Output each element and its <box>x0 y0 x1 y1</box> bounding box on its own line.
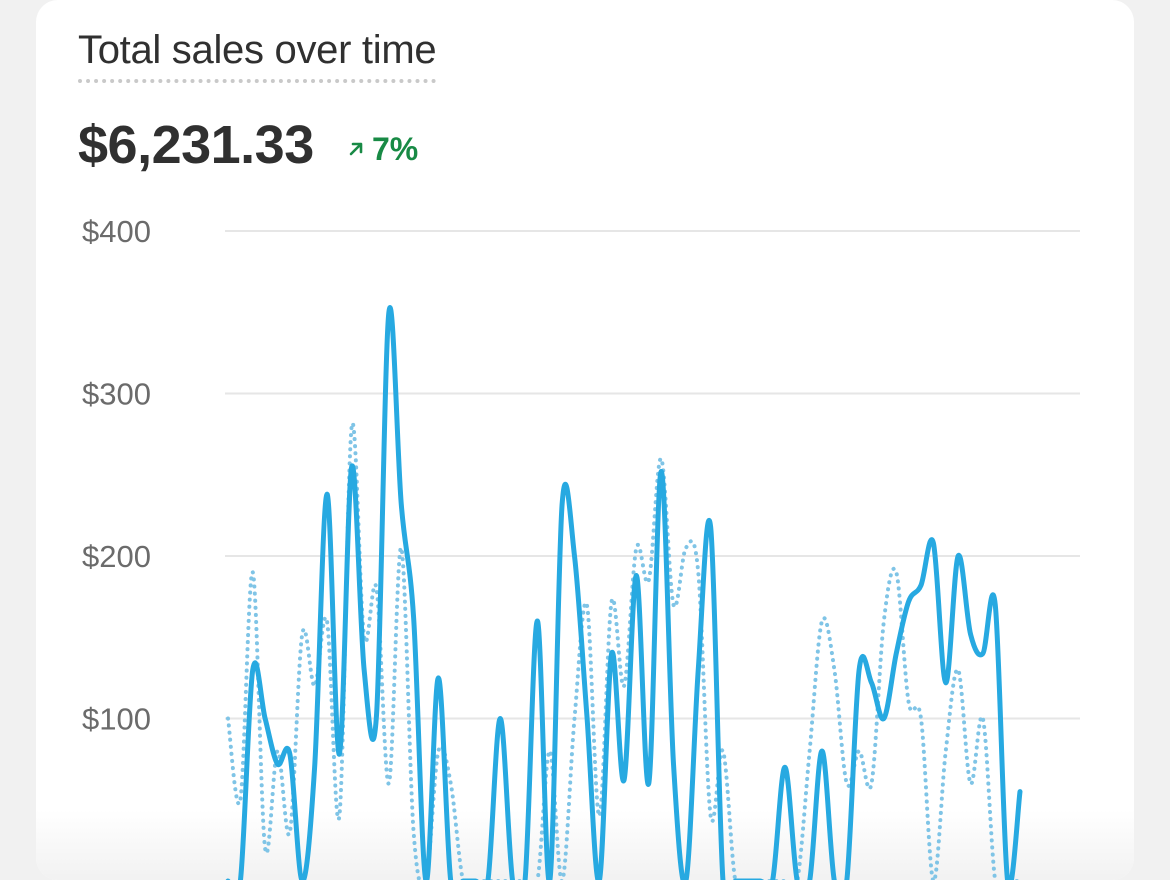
change-indicator: 7% <box>348 131 418 167</box>
card-title[interactable]: Total sales over time <box>78 28 437 83</box>
arrow-up-right-icon <box>349 142 363 156</box>
y-tick-label: $200 <box>82 539 151 574</box>
y-tick-label: $300 <box>82 377 151 412</box>
change-percent: 7% <box>372 130 419 167</box>
total-sales-value: $6,231.33 <box>78 115 314 175</box>
y-axis-ticks: $100 $200 $300 $400 <box>82 214 151 737</box>
y-tick-label: $100 <box>82 702 151 737</box>
comparison-series-line <box>226 421 1022 880</box>
y-tick-label: $400 <box>82 214 151 249</box>
